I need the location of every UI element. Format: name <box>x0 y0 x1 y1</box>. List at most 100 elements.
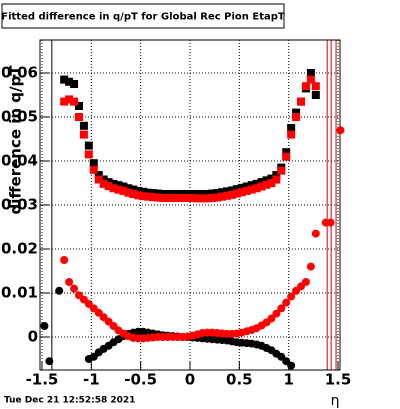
marker <box>218 192 227 201</box>
marker <box>198 194 207 203</box>
marker <box>173 193 182 202</box>
marker <box>277 166 286 175</box>
footer: Tue Dec 21 12:52:58 2021 <box>4 396 135 406</box>
marker <box>193 190 202 198</box>
plot-frame <box>39 39 341 371</box>
marker <box>153 193 162 202</box>
marker <box>158 193 167 202</box>
marker <box>94 171 103 180</box>
marker <box>252 179 261 188</box>
marker <box>134 186 143 195</box>
marker <box>124 188 133 197</box>
x-tick-label: -1.5 <box>26 371 59 389</box>
marker <box>213 189 222 198</box>
marker <box>119 182 128 191</box>
marker <box>218 188 227 197</box>
marker <box>237 188 246 197</box>
marker <box>74 102 83 110</box>
marker <box>326 218 335 227</box>
marker <box>198 190 207 198</box>
marker <box>242 182 251 191</box>
marker <box>287 292 296 301</box>
marker <box>247 181 256 190</box>
marker <box>267 179 276 187</box>
y-tick-label: 0.01 <box>1 284 38 302</box>
marker <box>203 190 212 198</box>
marker <box>257 178 266 187</box>
marker <box>306 262 315 271</box>
marker <box>292 108 301 117</box>
marker <box>163 193 172 202</box>
marker <box>301 278 310 286</box>
marker <box>129 185 138 194</box>
x-tick-label: 0.5 <box>226 371 253 389</box>
marker <box>336 126 345 135</box>
marker <box>114 181 123 190</box>
marker <box>282 152 291 161</box>
marker <box>282 148 291 157</box>
marker <box>311 82 320 91</box>
marker <box>65 77 74 86</box>
marker <box>267 174 276 183</box>
marker <box>223 191 232 200</box>
title-box <box>1 3 285 29</box>
marker <box>193 194 202 203</box>
marker <box>247 185 256 194</box>
y-tick-label: 0.06 <box>1 64 38 82</box>
x-tick-label: -0.5 <box>124 371 157 389</box>
marker <box>70 80 79 88</box>
marker <box>60 256 69 264</box>
marker <box>109 179 118 188</box>
marker <box>70 284 79 293</box>
marker <box>109 184 118 193</box>
marker <box>306 69 315 77</box>
marker <box>84 150 93 159</box>
x-tick-label: -1 <box>83 371 100 389</box>
marker <box>65 278 74 286</box>
marker <box>232 189 241 198</box>
marker <box>223 187 232 196</box>
marker <box>257 182 266 191</box>
y-axis-label: difference in q/pT <box>7 65 25 215</box>
marker <box>94 175 103 184</box>
marker <box>277 304 286 313</box>
y-tick-label: 0.02 <box>1 240 38 258</box>
marker <box>272 309 281 318</box>
marker <box>311 91 320 99</box>
y-tick-label: 0.05 <box>1 108 38 126</box>
y-tick-label: 0.03 <box>1 196 38 214</box>
marker <box>208 189 217 198</box>
marker <box>188 193 197 202</box>
marker <box>292 113 301 121</box>
marker <box>208 193 217 202</box>
marker <box>114 185 123 194</box>
marker <box>262 180 271 189</box>
marker <box>148 193 157 202</box>
marker <box>119 186 128 195</box>
marker <box>213 193 222 202</box>
marker <box>104 182 113 191</box>
marker <box>301 82 310 91</box>
marker <box>168 193 177 202</box>
marker <box>227 190 236 199</box>
marker <box>183 193 192 202</box>
marker <box>306 75 315 84</box>
marker <box>124 184 133 193</box>
marker <box>84 141 93 150</box>
marker <box>272 171 281 180</box>
marker <box>178 193 187 202</box>
marker <box>134 191 143 200</box>
x-tick-label: 1 <box>283 371 293 389</box>
marker <box>70 97 79 106</box>
marker <box>227 186 236 195</box>
marker <box>40 322 49 330</box>
marker <box>74 113 83 121</box>
marker <box>311 229 320 238</box>
marker <box>65 95 74 104</box>
marker <box>79 130 88 139</box>
marker <box>287 130 296 139</box>
marker <box>99 175 108 184</box>
marker <box>237 183 246 192</box>
chart-title: Fitted difference in q/pT for Global Rec… <box>1 12 285 23</box>
